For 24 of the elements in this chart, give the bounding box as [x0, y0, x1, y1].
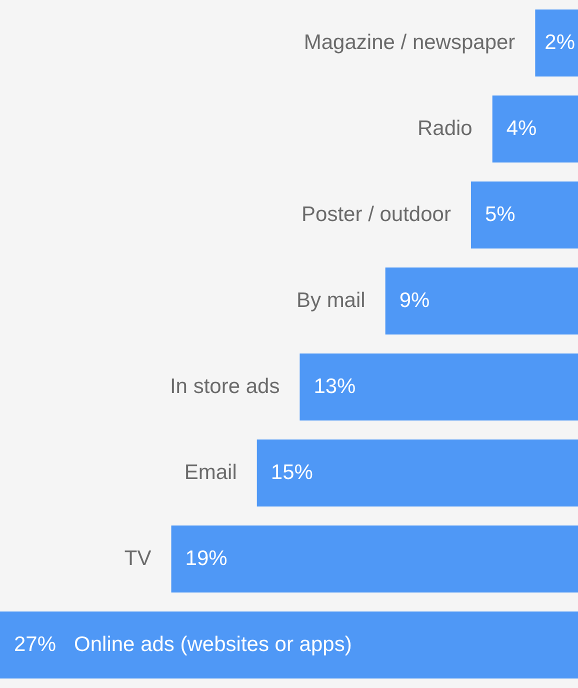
bar [470, 181, 578, 249]
y-tick-label: By mail [296, 288, 366, 312]
bar [256, 439, 578, 507]
data-label: 5% [484, 202, 516, 226]
bar [385, 267, 578, 335]
data-label: 15% [270, 460, 313, 484]
data-label: 4% [506, 116, 537, 140]
y-tick-label: Magazine / newspaper [304, 30, 516, 54]
data-label: 27% [14, 632, 56, 656]
y-tick-label: Online ads (websites or apps) [74, 632, 352, 656]
y-tick-label: Radio [417, 116, 472, 140]
y-tick-label: TV [124, 546, 152, 570]
bar [492, 95, 578, 163]
y-tick-label: Poster / outdoor [302, 202, 451, 226]
bar [300, 353, 578, 421]
data-label: 2% [544, 30, 576, 54]
bar [535, 9, 578, 77]
bar [0, 611, 578, 679]
data-label: 9% [399, 288, 430, 312]
y-tick-label: In store ads [170, 374, 280, 398]
bar [171, 525, 578, 593]
data-label: 19% [185, 546, 228, 570]
y-tick-label: Email [184, 460, 237, 484]
data-label: 13% [314, 374, 356, 398]
